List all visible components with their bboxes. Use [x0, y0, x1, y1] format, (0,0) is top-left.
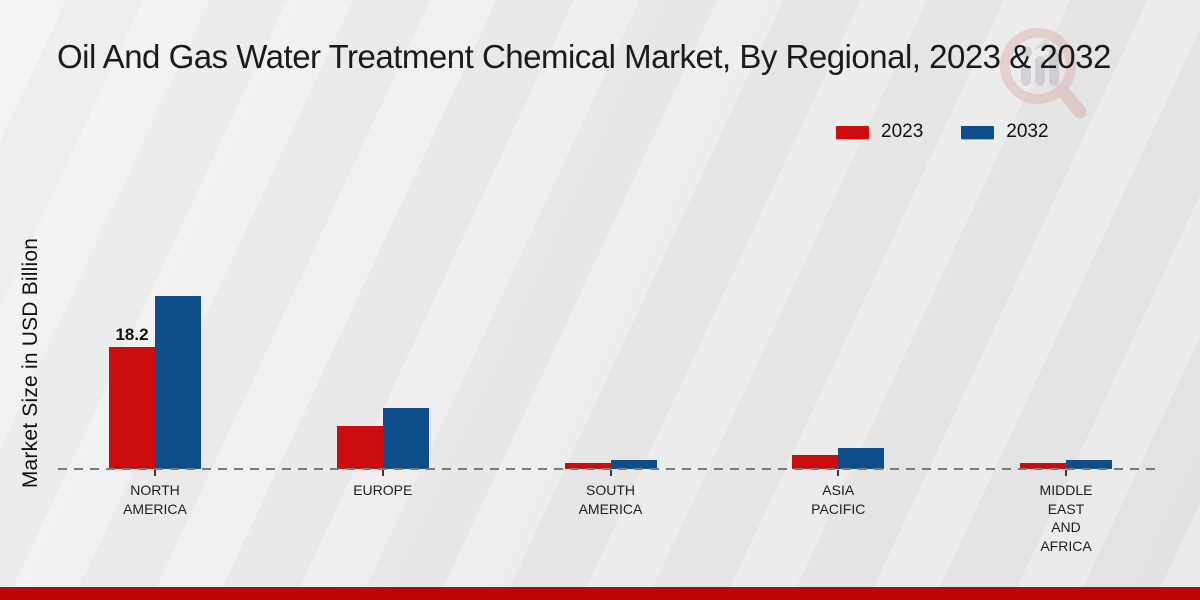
axis-tick-middle-east-and-africa [1065, 470, 1067, 476]
bar-2023-north-america [109, 347, 155, 469]
category-label-south-america: SOUTH AMERICA [531, 481, 691, 518]
category-label-middle-east-and-africa: MIDDLE EAST AND AFRICA [986, 481, 1146, 555]
legend: 2023 2032 [836, 121, 1049, 143]
axis-tick-europe [381, 470, 384, 476]
x-axis-baseline [58, 468, 1158, 470]
axis-tick-south-america [609, 470, 612, 476]
bar-2023-asia-pacific [792, 455, 839, 469]
page-title: Oil And Gas Water Treatment Chemical Mar… [57, 38, 1111, 75]
legend-swatch-2023 [836, 125, 869, 139]
category-label-line: AMERICA [578, 500, 643, 517]
legend-swatch-2032 [961, 125, 995, 139]
bar-2032-middle-east-and-africa [1066, 460, 1112, 469]
magnifier-chart-logo-icon [1000, 28, 1087, 119]
bar-2023-middle-east-and-africa [1020, 463, 1066, 469]
axis-tick-asia-pacific [837, 470, 840, 476]
category-label-line: EUROPE [353, 482, 413, 498]
category-label-line: AFRICA [1040, 537, 1092, 554]
value-label-18.2: 18.2 [115, 325, 149, 344]
category-label-line: AMERICA [123, 500, 187, 517]
bar-2032-north-america [155, 296, 201, 469]
category-label-line: MIDDLE [1039, 482, 1093, 498]
category-label-line: AND [1051, 519, 1081, 535]
y-axis-title: Market Size in USD Billion [19, 237, 42, 489]
category-label-line: PACIFIC [811, 500, 866, 517]
bar-2032-europe [382, 408, 429, 469]
category-label-europe: EUROPE [303, 481, 463, 500]
category-label-north-america: NORTH AMERICA [75, 481, 235, 518]
category-label-line: SOUTH [586, 482, 635, 498]
category-label-line: EAST [1047, 500, 1085, 517]
legend-item-2032: 2032 [961, 121, 1049, 143]
footer-accent-bar [0, 587, 1200, 600]
bar-2023-south-america [564, 463, 611, 469]
category-label-line: NORTH [130, 482, 180, 498]
bar-2023-europe [336, 426, 383, 469]
bar-2032-south-america [610, 460, 657, 469]
legend-label-2032: 2032 [1006, 121, 1049, 142]
category-label-line: ASIA [822, 482, 855, 498]
legend-item-2023: 2023 [836, 121, 923, 143]
legend-label-2023: 2023 [881, 121, 924, 142]
category-label-asia-pacific: ASIA PACIFIC [758, 481, 918, 518]
bar-2032-asia-pacific [838, 448, 885, 469]
axis-tick-north-america [154, 470, 156, 476]
